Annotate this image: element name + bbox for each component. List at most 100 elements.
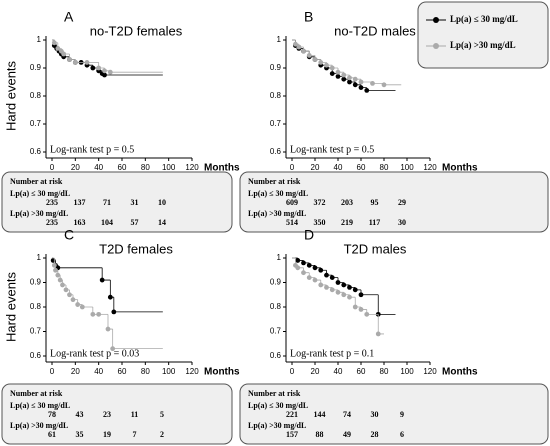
x-axis-label: Months [442, 367, 478, 378]
annotation: Log-rank test p = 0.1 [290, 348, 374, 359]
risk-count: 11 [131, 410, 139, 419]
censor-marker [301, 260, 306, 266]
x-tick-label: 20 [311, 163, 320, 172]
x-tick-label: 100 [162, 163, 176, 172]
censor-marker [295, 258, 301, 263]
censor-marker [72, 60, 78, 65]
risk-count: 144 [314, 410, 326, 419]
censor-marker [50, 258, 56, 263]
risk-count: 137 [74, 198, 86, 207]
censor-marker [75, 302, 81, 307]
censor-marker [335, 280, 341, 285]
step-line [112, 329, 163, 350]
y-tick-label: 0.6 [270, 351, 282, 360]
risk-table-title: Number at risk [248, 177, 301, 186]
y-tick-label: 0.9 [30, 63, 42, 72]
legend-label: Lp(a) >30 mg/dL [450, 40, 516, 50]
risk-count: 61 [48, 430, 56, 439]
x-tick-label: 0 [290, 163, 295, 172]
annotation: Log-rank test p = 0.5 [290, 144, 374, 155]
censor-marker [329, 287, 335, 293]
censor-marker [301, 270, 306, 276]
risk-count: 372 [314, 198, 326, 207]
risk-count: 57 [131, 218, 139, 227]
censor-marker [370, 81, 375, 86]
panel-label: B [304, 9, 313, 25]
risk-count: 23 [103, 410, 111, 419]
censor-marker [324, 272, 329, 278]
x-tick-label: 0 [290, 367, 295, 376]
risk-table-box [1, 383, 233, 445]
x-tick-label: 40 [94, 163, 103, 172]
risk-count: 350 [314, 218, 326, 227]
censor-marker [341, 72, 347, 78]
x-axis-label: Months [204, 163, 240, 174]
censor-marker [335, 74, 341, 79]
censor-marker [306, 275, 312, 280]
risk-count: 10 [158, 198, 166, 207]
risk-count: 5 [160, 410, 164, 419]
y-tick-label: 0.7 [270, 327, 282, 336]
censor-marker [341, 76, 347, 82]
censor-marker [352, 76, 358, 82]
y-axis-label: Hard events [3, 60, 18, 131]
censor-marker [364, 311, 370, 317]
risk-count: 104 [101, 218, 113, 227]
step-line [377, 314, 384, 335]
risk-count: 35 [76, 430, 84, 439]
risk-table-box [1, 171, 233, 233]
censor-marker [53, 267, 58, 273]
step-line [109, 70, 163, 73]
panel-subtitle: T2D males [344, 241, 407, 256]
censor-marker [375, 331, 381, 337]
censor-marker [67, 292, 72, 298]
x-tick-label: 120 [423, 367, 437, 376]
step-line [383, 83, 402, 86]
panel-label: C [64, 227, 74, 243]
step-line [360, 289, 379, 296]
risk-count: 19 [103, 430, 111, 439]
risk-table-title: Number at risk [248, 389, 301, 398]
step-line [366, 87, 396, 91]
x-tick-label: 40 [94, 367, 103, 376]
y-tick-label: 0.6 [30, 351, 42, 360]
panel-label: D [304, 227, 314, 243]
censor-marker [51, 40, 57, 46]
y-tick-label: 0.9 [270, 63, 282, 72]
censor-marker [329, 71, 335, 76]
x-tick-label: 40 [334, 163, 343, 172]
y-tick-label: 0.7 [270, 119, 282, 128]
censor-marker [111, 309, 117, 315]
censor-marker [63, 287, 69, 293]
legend-label: Lp(a) ≤ 30 mg/dL [450, 14, 518, 24]
risk-count: 2 [160, 430, 164, 439]
risk-count: 235 [46, 218, 58, 227]
x-tick-label: 100 [400, 367, 414, 376]
y-tick-label: 1 [277, 35, 282, 44]
risk-count: 43 [76, 410, 84, 419]
risk-row-label: Lp(a) >30 mg/dL [248, 421, 306, 430]
y-tick-label: 0.9 [30, 278, 42, 287]
panel-subtitle: no-T2D females [90, 23, 183, 38]
censor-marker [347, 294, 352, 300]
panel-subtitle: T2D females [99, 241, 173, 256]
legend-marker [433, 43, 439, 49]
censor-marker [306, 262, 312, 268]
y-tick-label: 0.9 [270, 278, 282, 287]
censor-marker [318, 267, 324, 273]
censor-marker [358, 79, 364, 85]
risk-count: 514 [286, 218, 298, 227]
censor-marker [358, 85, 364, 90]
legend-marker [433, 17, 439, 23]
censor-marker [107, 69, 113, 75]
censor-marker [364, 88, 370, 93]
y-tick-label: 1 [37, 253, 42, 262]
censor-marker [57, 277, 63, 283]
x-tick-label: 0 [50, 367, 55, 376]
censor-marker [70, 297, 76, 303]
censor-marker [79, 304, 85, 310]
x-tick-label: 60 [118, 367, 127, 376]
censor-marker [341, 282, 347, 288]
risk-count: 88 [316, 430, 324, 439]
